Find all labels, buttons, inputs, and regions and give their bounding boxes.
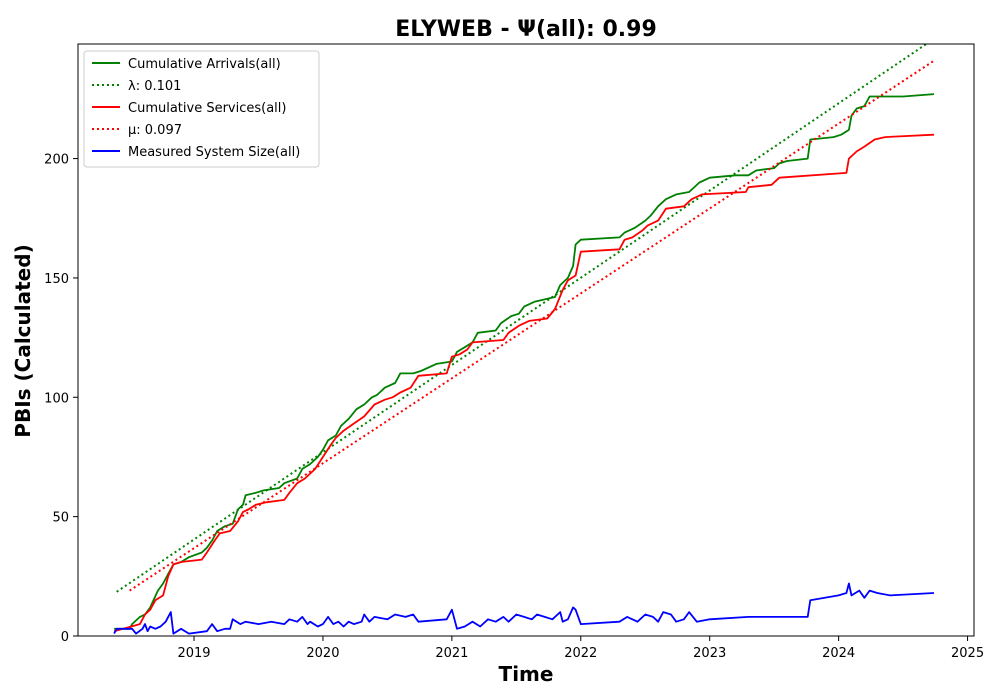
series-line-4 [113,582,935,635]
x-tick-label: 2019 [177,646,210,661]
x-tick-label: 2022 [564,646,597,661]
y-tick-label: 0 [61,630,69,645]
legend-label: λ: 0.101 [128,79,181,94]
legend-box [83,50,320,168]
y-axis-title: PBIs (Calculated) [11,244,35,437]
legend-label: Cumulative Arrivals(all) [128,57,281,72]
y-tick-label: 50 [52,511,69,526]
y-tick-label: 200 [44,153,69,168]
x-tick-label: 2024 [822,646,855,661]
x-tick-label: 2025 [951,646,984,661]
series-line-3 [129,59,935,592]
axis-ticks: 2019 2020 2021 2022 2023 2024 2025 0 50 100 150 200 [44,153,984,661]
y-tick-label: 150 [44,272,69,287]
x-axis-title: Time [499,662,554,686]
legend: Cumulative Arrivals(all) λ: 0.101 Cumulati… [83,50,320,168]
y-tick-label: 100 [44,391,69,406]
x-tick-label: 2020 [306,646,339,661]
plot-frame [77,43,975,637]
plot-area [77,43,975,637]
legend-label: μ: 0.097 [128,123,182,138]
x-tick-label: 2021 [435,646,468,661]
legend-label: Cumulative Services(all) [128,101,286,116]
series-line-2 [113,133,935,633]
x-tick-label: 2023 [693,646,726,661]
legend-label: Measured System Size(all) [128,145,300,160]
series-line-0 [114,93,935,630]
chart-title: ELYWEB - Ψ(all): 0.99 [395,17,657,42]
series-group [113,44,935,635]
